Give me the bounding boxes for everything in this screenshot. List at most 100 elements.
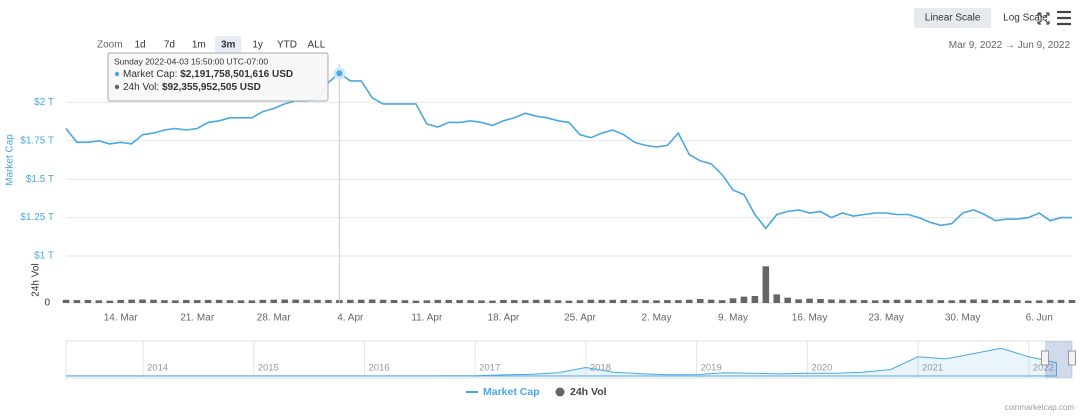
x-tick-label: 28. Mar <box>257 313 292 324</box>
range-button[interactable]: 3m <box>221 40 236 51</box>
volume-bar <box>686 299 693 303</box>
volume-bar <box>204 299 212 303</box>
volume-bar <box>237 300 245 303</box>
volume-bar <box>576 300 584 303</box>
range-button[interactable]: 1y <box>252 40 263 51</box>
navigator-label: 2019 <box>701 363 722 374</box>
volume-bar <box>478 300 485 303</box>
volume-bar <box>128 299 135 303</box>
range-button[interactable]: 1m <box>192 40 206 51</box>
date-arrow: → <box>1005 40 1015 51</box>
scale-button[interactable]: Linear Scale <box>925 13 981 24</box>
menu-icon[interactable] <box>1057 10 1071 26</box>
volume-bar <box>489 300 496 303</box>
tooltip-name: Market Cap: <box>123 69 177 80</box>
x-tick-label: 2. May <box>641 313 671 324</box>
volume-bar <box>904 299 912 303</box>
x-tick-label: 4. Apr <box>337 313 364 324</box>
volume-bar <box>718 300 726 303</box>
volume-bar <box>1024 300 1032 303</box>
volume-bar <box>215 299 223 303</box>
navigator-label: 2022 <box>1033 363 1054 374</box>
volume-bar <box>784 297 791 303</box>
volume-bar <box>226 300 234 303</box>
volume-bar <box>511 300 518 303</box>
tooltip-row: 24h Vol: $92,355,952,505 USD <box>123 82 261 93</box>
tooltip-box <box>107 52 329 102</box>
legend-label[interactable]: Market Cap <box>483 386 540 398</box>
volume-bar <box>926 299 934 303</box>
volume-bar <box>532 299 540 303</box>
navigator-area <box>66 347 1057 377</box>
y-tick-label: $1.5 T <box>26 174 54 185</box>
x-tick-label: 14. Mar <box>104 313 139 324</box>
volume-bar <box>1068 300 1076 303</box>
volume-bar <box>84 300 92 303</box>
volume-bar <box>95 300 103 303</box>
legend-label[interactable]: 24h Vol <box>570 386 607 398</box>
volume-bar <box>1003 299 1010 303</box>
volume-bar <box>817 299 824 303</box>
volume-bar <box>106 300 114 303</box>
navigator-label: 2015 <box>258 363 279 374</box>
volume-bar <box>1014 300 1021 303</box>
volume-bar <box>915 299 923 303</box>
volume-bar <box>893 299 901 303</box>
date-range: Mar 9, 2022 → Jun 9, 2022 <box>949 40 1071 51</box>
volume-bar <box>751 296 759 303</box>
volume-bar <box>292 299 299 303</box>
navigator-handle[interactable] <box>1068 350 1076 366</box>
volume-bar <box>314 299 321 303</box>
volume-bar <box>368 299 376 303</box>
volume-bar <box>281 299 288 303</box>
fullscreen-icon[interactable] <box>1037 12 1050 25</box>
navigator-label: 2020 <box>811 363 832 374</box>
range-button[interactable]: YTD <box>277 40 297 51</box>
volume-bar <box>1046 299 1054 303</box>
volume-bar <box>948 300 955 303</box>
volume-bar <box>554 300 562 303</box>
volume-bar <box>696 299 704 303</box>
volume-bar <box>270 299 278 303</box>
date-from: Mar 9, 2022 <box>949 40 1003 51</box>
volume-bar <box>401 300 409 303</box>
range-button[interactable]: 7d <box>164 40 175 51</box>
navigator-handle[interactable] <box>1041 350 1049 366</box>
navigator-label: 2016 <box>368 363 389 374</box>
volume-bar <box>161 300 168 303</box>
volume-bar <box>150 299 157 303</box>
volume-bar <box>850 299 857 303</box>
tooltip-value: $92,355,952,505 USD <box>162 82 261 93</box>
volume-bar <box>882 299 890 303</box>
volume-bar <box>860 300 868 303</box>
range-button[interactable]: ALL <box>308 40 326 51</box>
range-button[interactable]: 1d <box>134 40 145 51</box>
volume-bar <box>740 296 748 303</box>
volume-bar <box>587 299 595 303</box>
volume-bar <box>412 300 420 303</box>
navigator-selection[interactable] <box>1045 341 1072 378</box>
volume-bar <box>467 300 474 303</box>
volume-bar <box>521 300 529 303</box>
x-tick-label: 21. Mar <box>180 313 215 324</box>
volume-bar <box>839 299 846 303</box>
volume-bar <box>937 300 945 303</box>
volume-bar <box>620 299 627 303</box>
x-tick-label: 25. Apr <box>564 313 596 324</box>
x-tick-label: 6. Jun <box>1026 313 1053 324</box>
volume-bar <box>828 299 835 303</box>
scale-button[interactable]: Log Scale <box>1003 13 1048 24</box>
y2-tick-label: 0 <box>44 298 50 309</box>
market-cap-line <box>65 72 1072 230</box>
volume-bar <box>707 299 715 303</box>
x-tick-label: 30. May <box>945 313 981 324</box>
volume-bar <box>795 299 802 303</box>
watermark: coinmarketcap.com <box>1005 403 1075 412</box>
volume-bar <box>729 298 737 303</box>
x-tick-label: 18. Apr <box>488 313 520 324</box>
y2-axis-title: 24h Vol <box>31 263 42 296</box>
volume-bar <box>1035 300 1043 303</box>
hover-marker <box>333 67 346 80</box>
plot-area: Linear Scale Log Scale 1d 7d 1m 3m 1y YTD ALL $1 … <box>20 8 1076 398</box>
